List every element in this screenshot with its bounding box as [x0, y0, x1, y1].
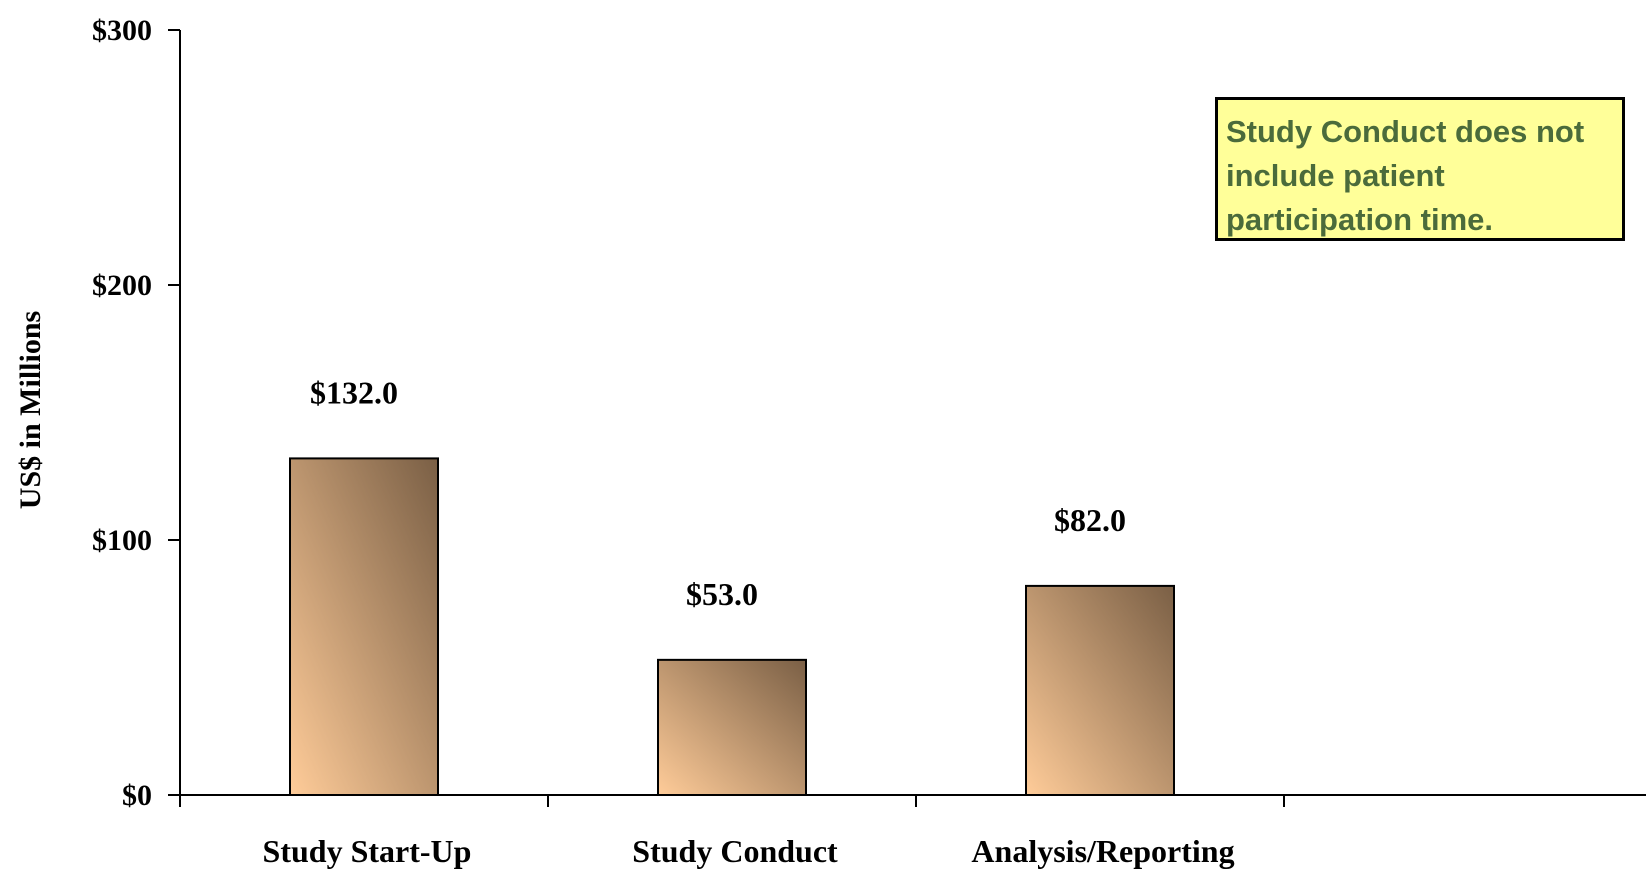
y-tick-label: $300	[92, 14, 152, 47]
bar-series: $132.0 $53.0 $82.0	[289, 374, 1175, 797]
x-category-label: Study Start-Up	[263, 833, 472, 869]
x-axis-ticks: Study Start-Up Study Conduct Analysis/Repo…	[179, 795, 1285, 869]
bar	[289, 457, 439, 796]
y-tick-label: $0	[122, 779, 152, 812]
y-tick-label: $100	[92, 524, 152, 557]
data-label: $82.0	[1054, 502, 1126, 538]
data-label: $132.0	[310, 374, 398, 410]
x-category-label: Study Conduct	[632, 833, 838, 869]
y-axis-title: US$ in Millions	[14, 311, 47, 509]
bar	[1025, 584, 1175, 797]
annotation-note: Study Conduct does not include patient p…	[1215, 97, 1625, 241]
data-label: $53.0	[686, 576, 758, 612]
y-tick-label: $200	[92, 269, 152, 302]
bar	[657, 658, 807, 796]
x-category-label: Analysis/Reporting	[971, 833, 1234, 869]
y-axis-ticks: $0 $100 $200 $300	[92, 14, 180, 812]
